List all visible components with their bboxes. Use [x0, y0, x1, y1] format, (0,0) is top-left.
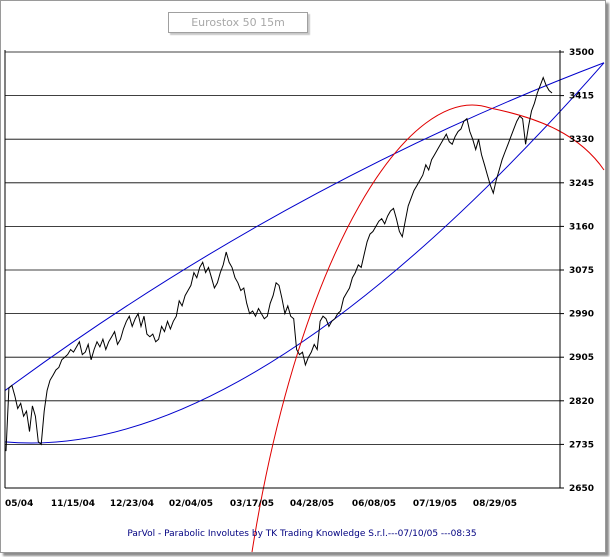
- x-axis-ticks: 05/04 11/15/04 12/23/04 02/04/05 03/17/05 04/…: [5, 499, 517, 509]
- plot-border: [4, 50, 561, 489]
- x-tick-label-6: 06/08/05: [352, 499, 396, 509]
- y-tick-label-3330: 3330: [569, 135, 594, 145]
- y-tick-label-3160: 3160: [569, 222, 594, 232]
- y-tick-label-3245: 3245: [569, 179, 594, 189]
- y-tick-label-3500: 3500: [569, 48, 594, 58]
- series-line-eurostoxx: [5, 76, 553, 452]
- y-tick-label-2820: 2820: [569, 397, 594, 407]
- y-tick-label-3415: 3415: [569, 92, 594, 102]
- x-tick-label-5: 04/28/05: [290, 499, 334, 509]
- y-tick-label-2990: 2990: [569, 310, 594, 320]
- x-tick-label-7: 07/19/05: [413, 499, 457, 509]
- overlay-curves: [4, 62, 605, 553]
- x-tick-label-1: 11/15/04: [51, 499, 95, 509]
- x-tick-label-3: 02/04/05: [169, 499, 213, 509]
- overlay-red-parabola: [251, 104, 605, 553]
- grid-lines: [5, 51, 560, 489]
- x-tick-label-2: 12/23/04: [110, 499, 154, 509]
- price-series: [5, 76, 553, 452]
- x-tick-label-8: 08/29/05: [473, 499, 517, 509]
- x-tick-label-4: 03/17/05: [230, 499, 274, 509]
- y-tick-label-2650: 2650: [569, 484, 594, 494]
- y-tick-label-3075: 3075: [569, 266, 594, 276]
- y-tick-label-2735: 2735: [569, 440, 594, 450]
- overlay-upper-envelope: [4, 62, 605, 391]
- x-tick-label-0: 05/04: [5, 499, 33, 509]
- overlay-lower-parabola: [4, 62, 605, 444]
- chart-title: Eurostox 50 15m: [168, 12, 308, 33]
- footer-credit: ParVol - Parabolic Involutes by TK Tradi…: [127, 529, 477, 539]
- y-axis-ticks: 3500 3415 3330 3245 3160 3075 2990 2905 2820 2735…: [560, 48, 594, 494]
- y-tick-label-2905: 2905: [569, 353, 594, 363]
